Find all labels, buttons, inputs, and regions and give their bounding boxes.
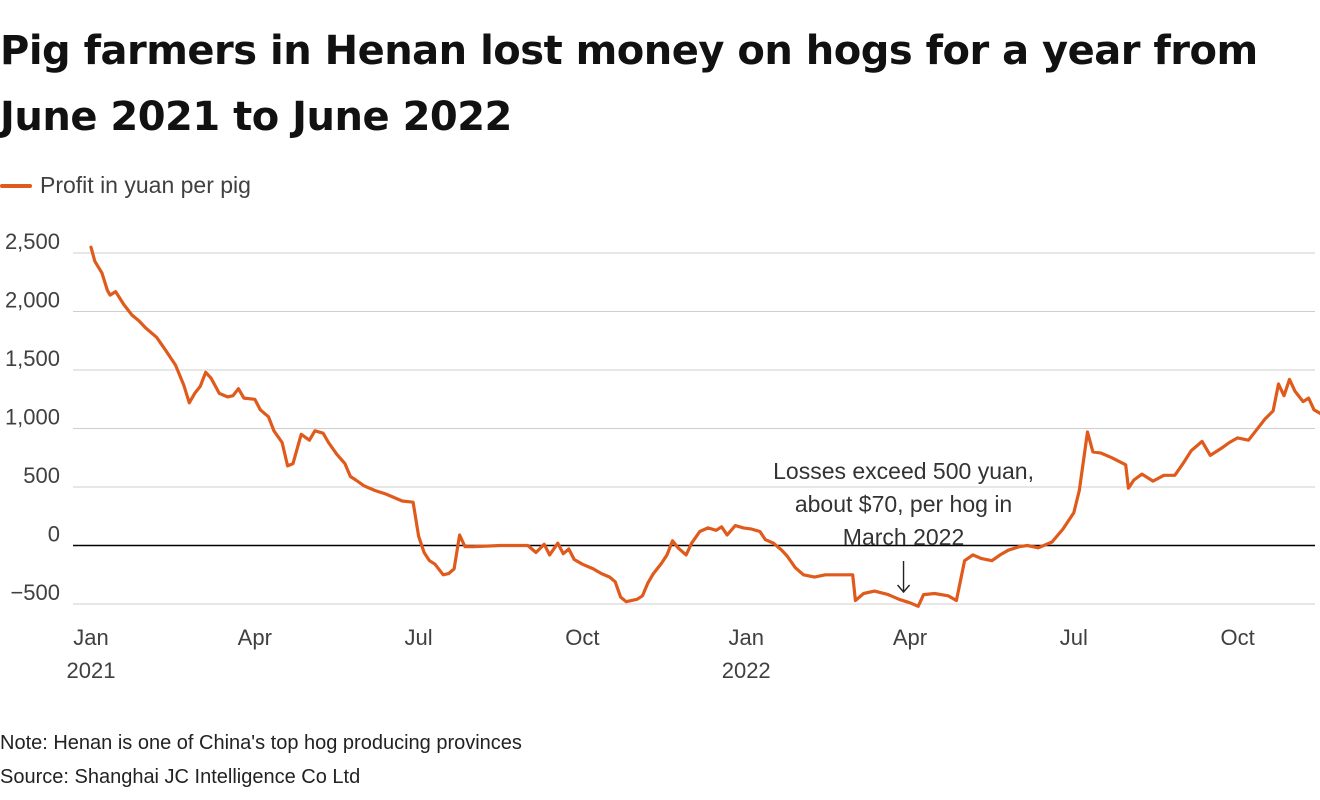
annotation-text: about $70, per hog in (795, 491, 1012, 517)
chart-title: Pig farmers in Henan lost money on hogs … (0, 28, 1258, 140)
x-tick-year-label: 2022 (722, 658, 771, 683)
y-tick-label: 0 (48, 522, 60, 547)
annotation-text: March 2022 (843, 524, 964, 550)
series-layer (89, 245, 1320, 608)
x-tick-year-label: 2021 (67, 658, 116, 683)
legend: Profit in yuan per pig (0, 172, 251, 199)
x-axis: Jan 2021 Apr Jul Oct Jan 2022 Apr Jul Oct (67, 625, 1255, 683)
x-tick-label: Jul (405, 625, 433, 650)
x-tick-label: Oct (1220, 625, 1254, 650)
y-tick-label: −500 (10, 580, 60, 605)
y-tick-label: 500 (23, 463, 60, 488)
y-tick-label: 1,000 (5, 405, 60, 430)
x-tick-label: Jan (73, 625, 108, 650)
x-tick-label: Apr (238, 625, 272, 650)
grid-layer (73, 252, 1315, 605)
x-tick-label: Oct (565, 625, 599, 650)
note-text: Note: Henan is one of China's top hog pr… (0, 732, 522, 754)
annotation-text: Losses exceed 500 yuan, (773, 458, 1034, 484)
legend-label: Profit in yuan per pig (40, 172, 251, 198)
annotation-arrow-head (897, 584, 911, 594)
y-tick-label: 2,000 (5, 288, 60, 313)
y-tick-label: 1,500 (5, 346, 60, 371)
x-tick-label: Jul (1060, 625, 1088, 650)
series-line (89, 245, 1320, 608)
x-tick-label: Apr (893, 625, 927, 650)
annotation-layer: Losses exceed 500 yuan, about $70, per ho… (773, 458, 1034, 594)
legend-swatch (0, 183, 32, 188)
y-tick-label: 2,500 (5, 229, 60, 254)
source-text: Source: Shanghai JC Intelligence Co Ltd (0, 766, 361, 788)
y-axis: 2,500 2,000 1,500 1,000 500 0 −500 (5, 229, 60, 605)
x-tick-label: Jan (728, 625, 763, 650)
